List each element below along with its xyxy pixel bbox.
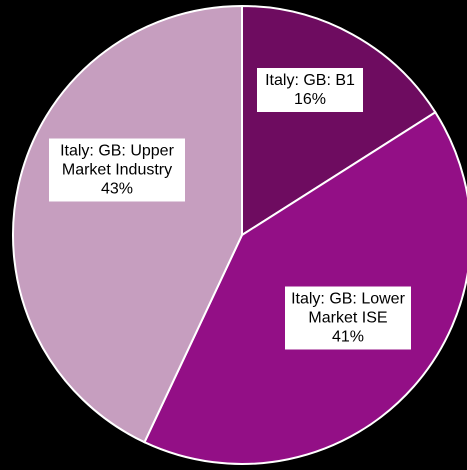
- category-label: Italy: GB: Lower Market ISE: [291, 290, 405, 327]
- slice-label: Italy: GB: B1 16%: [257, 68, 363, 112]
- pie-slice: [12, 4, 243, 444]
- pie-slice: [241, 4, 437, 237]
- slice-label: Italy: GB: Upper Market Industry 43%: [49, 138, 185, 202]
- category-label: Italy: GB: B1: [265, 72, 355, 89]
- value-label: 43%: [100, 180, 134, 198]
- category-label: Italy: GB: Upper Market Industry: [60, 142, 174, 179]
- value-label: 16%: [293, 91, 327, 108]
- slice-label: Italy: GB: Lower Market ISE 41%: [285, 286, 411, 350]
- value-label: 41%: [331, 328, 365, 346]
